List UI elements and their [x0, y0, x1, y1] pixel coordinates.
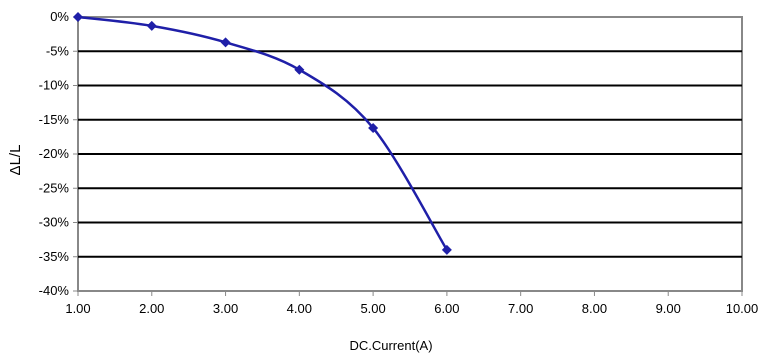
x-tick-label: 1.00 — [65, 301, 90, 316]
data-point — [368, 122, 379, 133]
x-tick-label: 3.00 — [213, 301, 238, 316]
y-tick-label: -35% — [39, 249, 70, 264]
data-point — [441, 244, 452, 255]
y-axis-title: ΔL/L — [7, 145, 24, 176]
x-axis-title: DC.Current(A) — [349, 338, 432, 353]
y-tick-label: -40% — [39, 283, 70, 298]
y-tick-label: -5% — [46, 43, 70, 58]
gridlines — [78, 50, 742, 258]
y-tick-label: 0% — [50, 9, 69, 24]
x-tick-label: 9.00 — [656, 301, 681, 316]
y-tick-label: -30% — [39, 215, 70, 230]
data-point — [220, 37, 231, 48]
x-tick-label: 7.00 — [508, 301, 533, 316]
x-tick-label: 10.00 — [726, 301, 759, 316]
y-tick-label: -15% — [39, 112, 70, 127]
y-axis-ticks: 0% -5% -10% -15% -20% -25% -30% -35% -40% — [39, 9, 78, 298]
data-point — [73, 12, 83, 22]
data-point — [294, 64, 305, 75]
y-tick-label: -20% — [39, 146, 70, 161]
data-point — [146, 20, 157, 31]
x-tick-label: 8.00 — [582, 301, 607, 316]
x-tick-label: 4.00 — [287, 301, 312, 316]
series-layer — [73, 12, 452, 255]
y-tick-label: -10% — [39, 78, 70, 93]
x-axis-ticks: 1.00 2.00 3.00 4.00 5.00 6.00 7.00 8.00 9.00 10.0… — [65, 291, 758, 316]
y-tick-label: -25% — [39, 180, 70, 195]
x-tick-label: 5.00 — [360, 301, 385, 316]
x-tick-label: 6.00 — [434, 301, 459, 316]
x-tick-label: 2.00 — [139, 301, 164, 316]
